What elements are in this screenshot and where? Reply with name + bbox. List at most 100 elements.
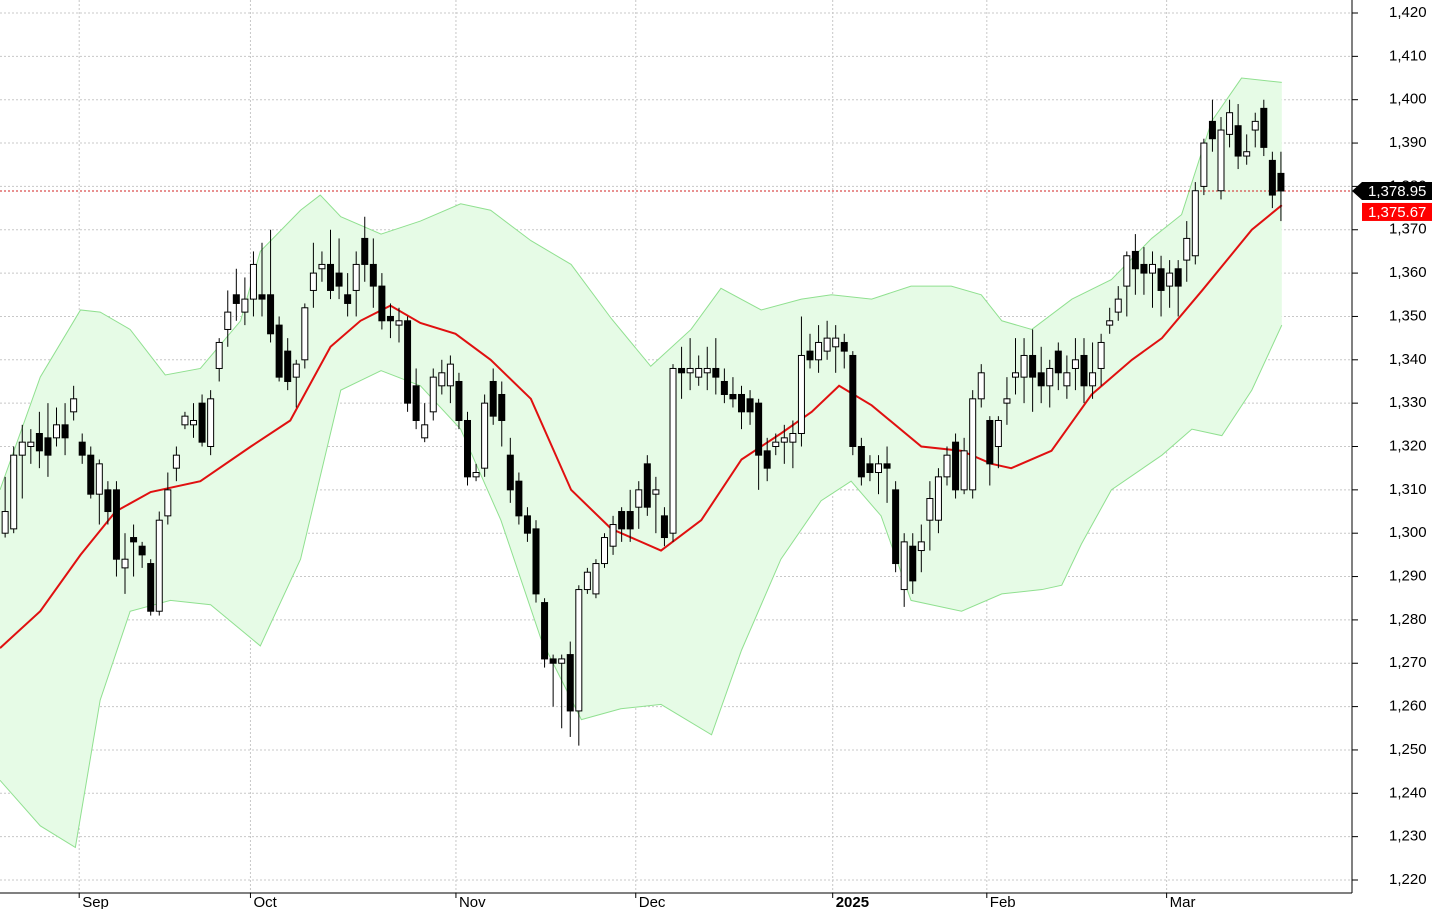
y-tick-label: 1,350	[1389, 307, 1427, 324]
candle-body	[1140, 263, 1148, 274]
candle-body	[1208, 120, 1216, 140]
candle-body	[464, 419, 472, 478]
candle-body	[241, 298, 249, 313]
band-fill	[0, 78, 1282, 848]
candle-body	[361, 237, 369, 265]
candle-body	[215, 341, 223, 369]
candle-body	[746, 398, 754, 413]
candle-body	[1148, 263, 1156, 274]
candle-body	[506, 454, 514, 491]
candle-body	[780, 437, 788, 443]
candle-body	[729, 393, 737, 400]
candle-body	[934, 476, 942, 521]
candle-body	[789, 432, 797, 443]
ma-last-box	[1362, 202, 1432, 221]
candle-body	[900, 541, 908, 591]
candle-body	[1183, 237, 1191, 261]
candle-body	[635, 489, 643, 508]
candle-body	[438, 372, 446, 387]
candle-body	[1123, 255, 1131, 287]
candle-body	[87, 454, 95, 495]
candle-body	[1063, 372, 1071, 387]
candle-body	[763, 450, 771, 469]
candle-body	[583, 571, 591, 591]
candle-body	[575, 589, 583, 712]
candle-body	[1020, 354, 1028, 378]
candle-body	[95, 463, 103, 495]
candle-body	[1243, 151, 1251, 157]
candle-body	[866, 463, 874, 474]
candle-body	[772, 441, 780, 447]
y-tick-label: 1,240	[1389, 784, 1427, 801]
candle-body	[969, 398, 977, 491]
candle-body	[53, 424, 61, 439]
y-tick-label: 1,290	[1389, 568, 1427, 585]
candle-body	[1157, 268, 1165, 291]
candle-body	[960, 450, 968, 491]
candle-body	[104, 489, 112, 513]
candle-body	[130, 537, 138, 543]
candle-body	[1, 511, 9, 534]
candle-body	[558, 658, 566, 664]
candle-body	[695, 367, 703, 378]
y-tick-label: 1,360	[1389, 264, 1427, 281]
candle-body	[309, 272, 317, 291]
candle-body	[823, 337, 831, 352]
y-tick-label: 1,340	[1389, 351, 1427, 368]
moving-average	[0, 204, 1283, 649]
candle-body	[643, 463, 651, 508]
candle-body	[994, 419, 1002, 448]
bands	[0, 77, 1352, 849]
candle-body	[875, 463, 883, 474]
y-tick-label: 1,230	[1389, 828, 1427, 845]
last-price-box	[1352, 181, 1432, 200]
candle-body	[601, 537, 609, 565]
candle-body	[1251, 120, 1259, 131]
y-tick-label: 1,300	[1389, 524, 1427, 541]
candle-body	[27, 441, 35, 447]
y-tick-label: 1,220	[1389, 871, 1427, 888]
upper-band	[0, 77, 1282, 491]
ma-last-label: 1,375.67	[1368, 204, 1426, 221]
candle-body	[121, 558, 129, 569]
candle-body	[164, 489, 172, 517]
candle-body	[669, 367, 677, 534]
candle-body	[703, 367, 711, 374]
candle-body	[249, 263, 257, 300]
candle-body	[224, 311, 232, 330]
x-tick-label: Oct	[253, 894, 277, 909]
candle-body	[626, 511, 634, 530]
candle-body	[1234, 125, 1242, 157]
candle-body	[738, 393, 746, 413]
candle-body	[755, 402, 763, 456]
candle-body	[369, 263, 377, 287]
candle-body	[1277, 172, 1285, 192]
candle-body	[541, 602, 549, 660]
candle-body	[1046, 367, 1054, 387]
x-tick-label: Sep	[82, 894, 109, 909]
candle-body	[1260, 107, 1268, 148]
candle-body	[1131, 250, 1139, 270]
candle-body	[138, 545, 146, 556]
candle-body	[44, 437, 52, 456]
y-tick-label: 1,270	[1389, 654, 1427, 671]
candle-body	[523, 515, 531, 534]
candle-body	[10, 454, 18, 530]
candle-body	[952, 441, 960, 491]
candle-body	[943, 454, 951, 478]
candle-body	[78, 441, 86, 456]
candle-body	[652, 489, 660, 495]
candle-body	[395, 320, 403, 326]
candle-body	[1166, 272, 1174, 287]
candle-body	[1114, 298, 1122, 313]
candle-body	[609, 524, 617, 547]
candle-body	[446, 363, 454, 387]
candle-body	[977, 372, 985, 400]
candle-body	[18, 441, 26, 456]
candle-body	[532, 528, 540, 595]
candle-body	[327, 263, 335, 291]
candle-body	[660, 515, 668, 539]
candle-body	[1217, 129, 1225, 192]
